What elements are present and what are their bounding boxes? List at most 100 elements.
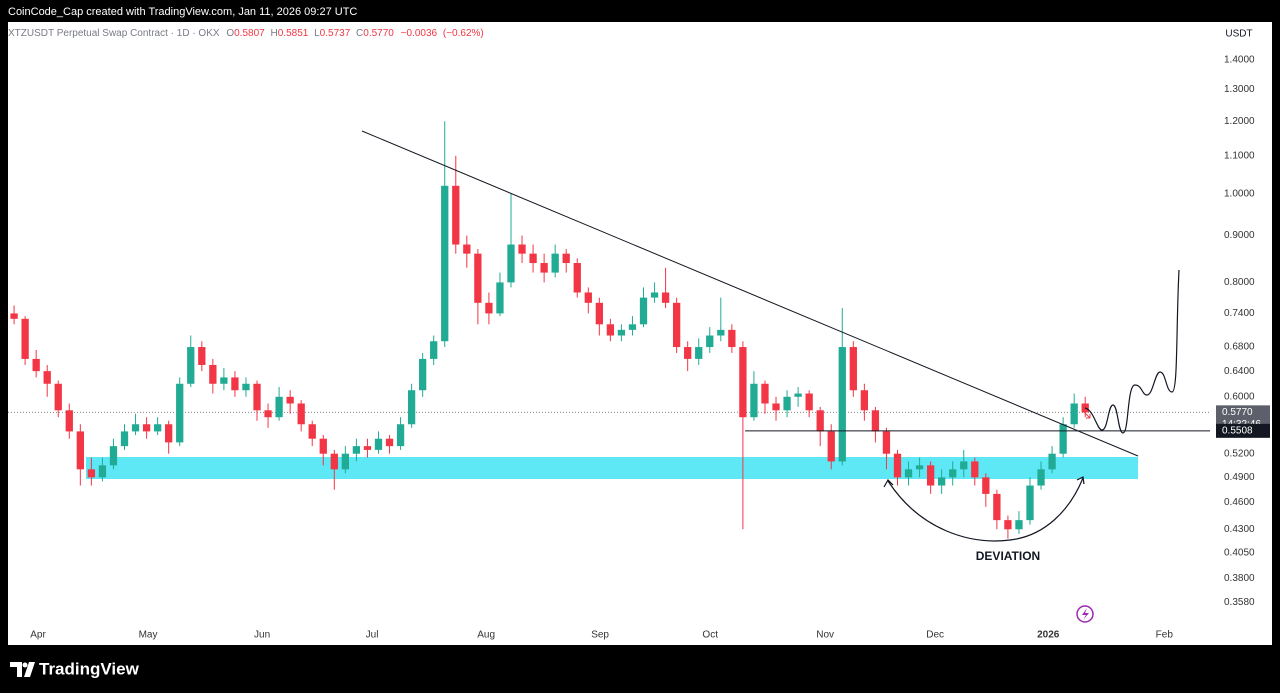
candle-body <box>253 383 261 411</box>
y-tick-label: 1.1000 <box>1224 150 1255 161</box>
candle-body <box>474 253 482 303</box>
candle-body <box>893 453 902 478</box>
candle-body <box>838 347 846 462</box>
candle-body <box>220 377 228 384</box>
candle-body <box>43 371 51 384</box>
candle-body <box>1048 453 1056 470</box>
candle-body <box>584 292 592 303</box>
candle-body <box>330 453 338 470</box>
x-tick-label: May <box>139 630 158 641</box>
candle-body <box>463 244 471 254</box>
alert-icon[interactable] <box>1076 605 1094 623</box>
support-zone <box>86 457 1138 479</box>
x-tick-label: Dec <box>926 630 944 641</box>
y-axis-label: USDT <box>1225 29 1252 40</box>
candle-body <box>396 424 405 447</box>
y-tick-label: 1.2000 <box>1224 116 1255 127</box>
small-arrow <box>1081 409 1091 419</box>
candle-body <box>695 347 703 359</box>
candle-body <box>187 347 195 384</box>
alert-bolt <box>1082 608 1089 620</box>
candle-body <box>816 410 824 432</box>
candle-body <box>882 431 891 454</box>
candle-body <box>617 329 626 336</box>
candle-body <box>960 461 968 470</box>
candle-body <box>54 383 62 411</box>
deviation-arc <box>887 477 1084 542</box>
legend-title: XTZUSDT Perpetual Swap Contract · 1D · O… <box>8 28 220 39</box>
candle-body <box>750 383 758 418</box>
header: CoinCode_Cap created with TradingView.co… <box>8 6 357 18</box>
y-tick-label: 0.6800 <box>1224 342 1255 353</box>
candle-body <box>76 431 84 470</box>
candle-body <box>684 347 692 359</box>
candle-body <box>1026 485 1034 521</box>
candle-body <box>672 302 681 348</box>
arc-arrowheads <box>883 476 1085 488</box>
candle-body <box>573 263 581 293</box>
candle-body <box>871 410 880 432</box>
candle-body <box>794 393 802 397</box>
candle-body <box>628 324 637 330</box>
last-price-label: 0.5770 <box>1222 407 1253 418</box>
y-tick-label: 0.4050 <box>1224 548 1255 559</box>
y-tick-label: 1.0000 <box>1224 188 1255 199</box>
y-tick-label: 0.3800 <box>1224 573 1255 584</box>
candle-body <box>452 185 460 245</box>
axis-layer: 1.4000 1.3000 1.2000 1.1000 1.0000 0.9000 0.80… <box>30 55 1270 641</box>
candle-body <box>21 318 29 359</box>
drawings-layer: DEVIATION <box>361 130 1180 623</box>
candle-body <box>595 302 603 325</box>
candle-body <box>739 347 747 418</box>
candle-body <box>639 297 648 325</box>
candle-body <box>308 424 316 439</box>
legend-open: 0.5807 <box>234 28 265 39</box>
footer-logo[interactable]: TradingView <box>39 659 140 678</box>
price-level-tag <box>1216 423 1270 438</box>
candle-body <box>32 358 40 372</box>
chart-area <box>8 22 1272 645</box>
candle-body <box>209 364 217 384</box>
candle-body <box>982 477 990 494</box>
x-tick-label: Oct <box>702 630 718 641</box>
candle-body <box>109 446 118 466</box>
x-tick-label: Jun <box>254 630 270 641</box>
annotation: DEVIATION <box>976 549 1040 563</box>
candle-body <box>606 324 615 336</box>
y-tick-label: 0.4600 <box>1224 497 1255 508</box>
candle-body <box>485 302 493 314</box>
legend-low: 0.5737 <box>320 28 351 39</box>
candle-body <box>1070 403 1078 425</box>
y-tick-label: 0.8000 <box>1224 277 1255 288</box>
x-tick-label: Nov <box>816 630 834 641</box>
x-tick-label: Sep <box>591 630 609 641</box>
candle-body <box>297 403 305 425</box>
candle-body <box>319 438 327 454</box>
legend-h: H <box>271 28 278 39</box>
legend-l: L <box>314 28 320 39</box>
candle-body <box>926 465 935 486</box>
logo-dot <box>22 662 28 668</box>
candle-body <box>728 329 736 348</box>
candle-body <box>860 390 869 411</box>
candle-body <box>518 244 526 254</box>
candle-body <box>419 358 427 391</box>
candle-body <box>98 465 107 478</box>
y-tick-label: 0.7400 <box>1224 308 1255 319</box>
candle-body <box>286 396 294 404</box>
candle-body <box>264 410 272 418</box>
x-tick-label: Apr <box>30 630 46 641</box>
candle-body <box>938 477 946 486</box>
footer-bar <box>0 645 1280 693</box>
y-tick-label: 0.6400 <box>1224 366 1255 377</box>
legend: XTZUSDT Perpetual Swap Contract · 1D · O… <box>8 28 484 39</box>
candle-body <box>761 383 769 404</box>
legend-change-pct: (−0.62%) <box>443 28 484 39</box>
candle-body <box>441 185 449 342</box>
y-tick-label: 1.4000 <box>1224 55 1255 66</box>
legend-change: −0.0036 <box>401 28 438 39</box>
legend-high: 0.5851 <box>278 28 309 39</box>
y-tick-label: 0.4300 <box>1224 524 1255 535</box>
